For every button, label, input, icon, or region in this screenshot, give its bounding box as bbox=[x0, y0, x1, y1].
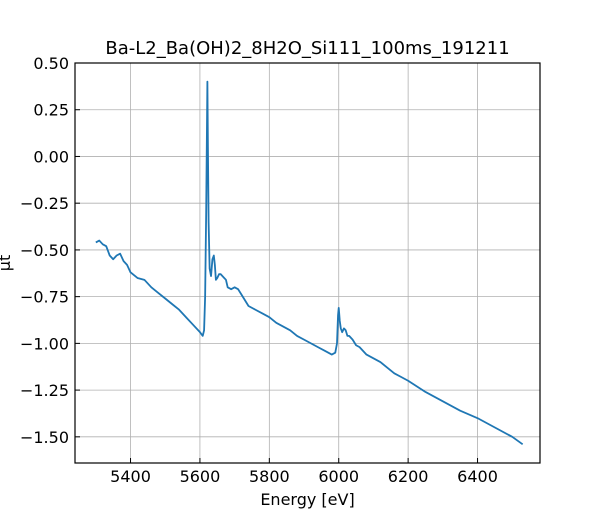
x-tick-label: 5600 bbox=[180, 467, 221, 486]
y-tick-label: 0.00 bbox=[33, 147, 69, 166]
x-tick-label: 6200 bbox=[388, 467, 429, 486]
y-tick-label: −1.00 bbox=[20, 334, 69, 353]
x-axis-label: Energy [eV] bbox=[260, 490, 354, 509]
y-axis-label: μt bbox=[0, 255, 14, 271]
y-tick-label: −0.50 bbox=[20, 241, 69, 260]
y-tick-label: 0.25 bbox=[33, 101, 69, 120]
y-tick-label: −1.50 bbox=[20, 428, 69, 447]
data-series-line bbox=[95, 80, 524, 446]
x-tick-label: 5800 bbox=[249, 467, 290, 486]
chart-title: Ba-L2_Ba(OH)2_8H2O_Si111_100ms_191211 bbox=[105, 38, 509, 59]
axis-ticks bbox=[75, 62, 479, 463]
plot-frame bbox=[74, 62, 541, 464]
grid bbox=[75, 62, 540, 463]
x-tick-label: 5400 bbox=[110, 467, 151, 486]
series-layer bbox=[95, 80, 524, 446]
x-tick-label: 6000 bbox=[318, 467, 359, 486]
x-tick-label: 6400 bbox=[457, 467, 498, 486]
y-tick-label: −1.25 bbox=[20, 381, 69, 400]
y-tick-label: −0.75 bbox=[20, 288, 69, 307]
y-tick-label: 0.50 bbox=[33, 54, 69, 73]
tick-labels: 5400 5600 5800 6000 6200 6400 0.50 0.25 0.00 −0.2… bbox=[20, 54, 498, 486]
y-tick-label: −0.25 bbox=[20, 194, 69, 213]
